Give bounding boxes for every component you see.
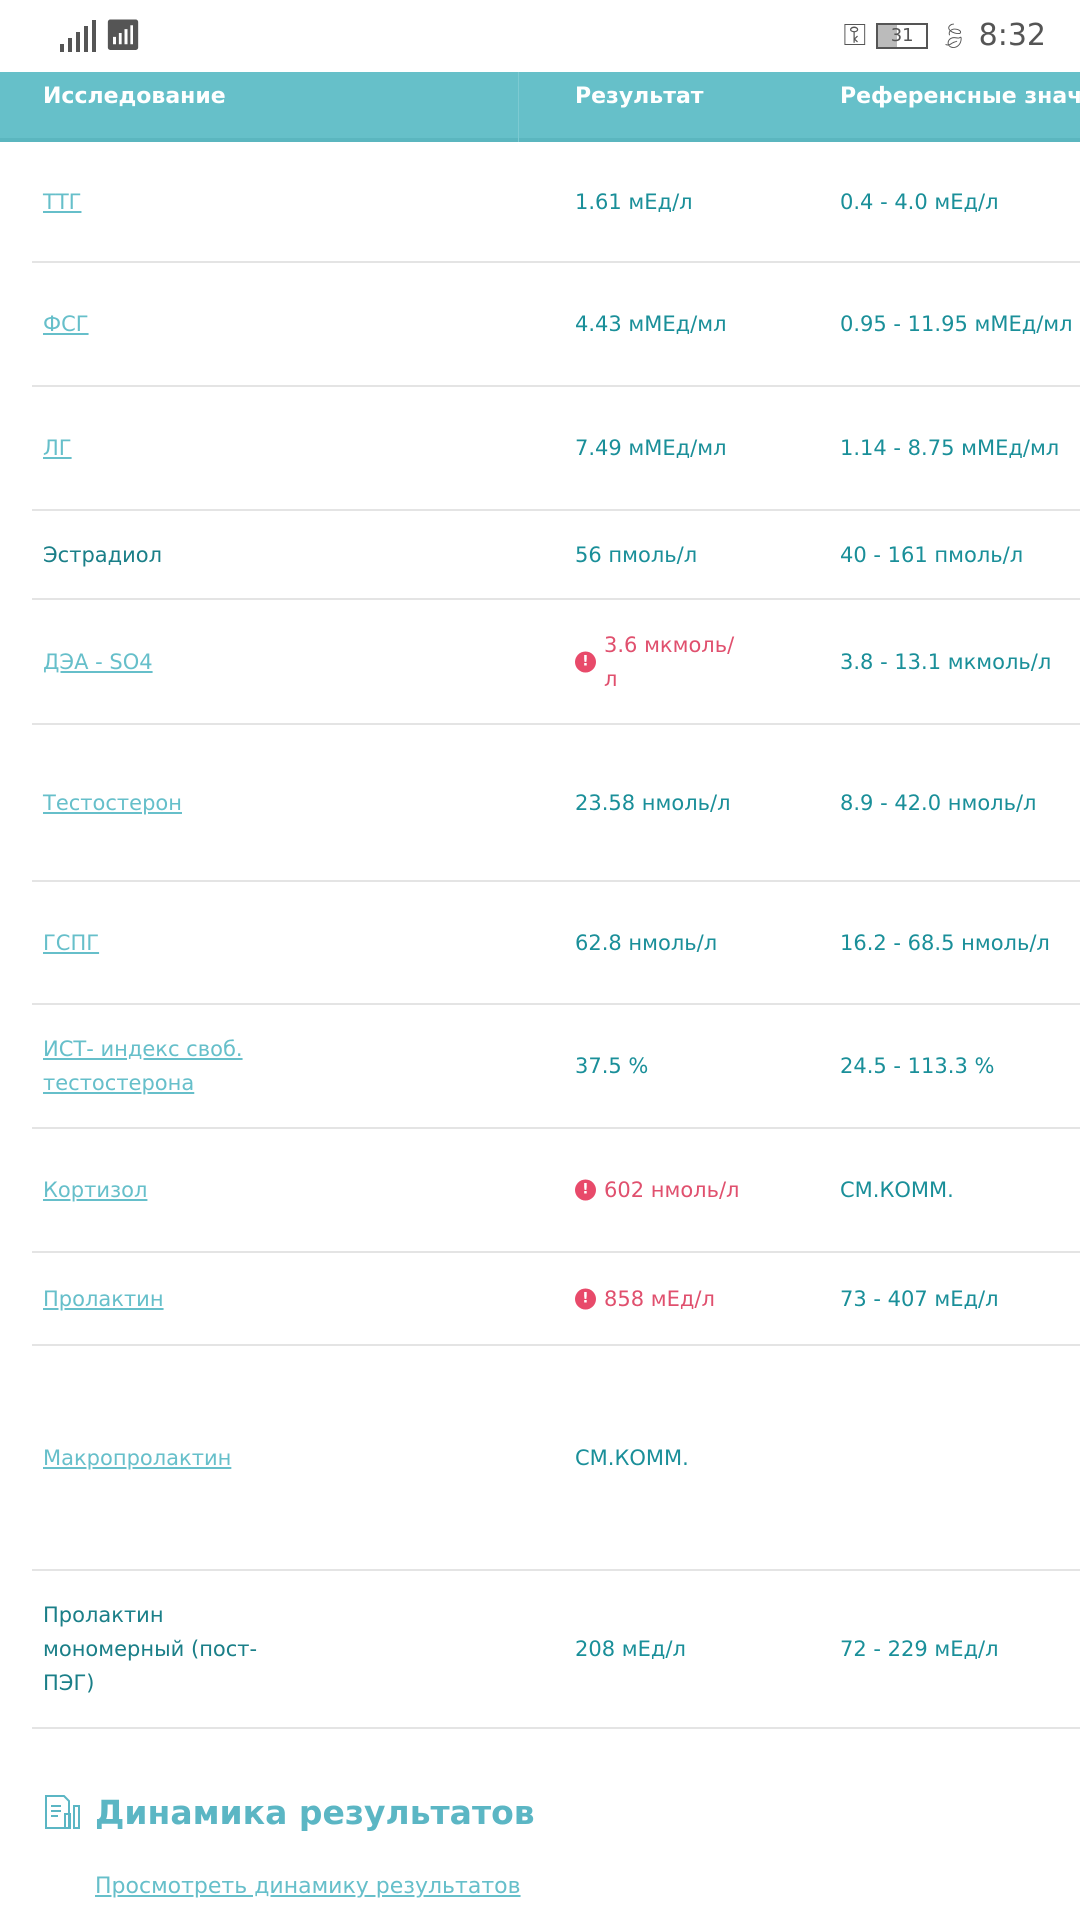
table-row: ДЭА - SO4! 3.6 мкмоль/л 3.8 - 13.1 мкмоль/… bbox=[32, 600, 1080, 725]
result-value: 4.43 мМЕд/мл bbox=[575, 307, 745, 341]
warning-icon: ! bbox=[575, 1288, 596, 1309]
reference-range: 0.4 - 4.0 мЕд/л bbox=[840, 189, 999, 214]
study-name[interactable]: Пролактин bbox=[43, 1286, 164, 1311]
view-dynamics-link[interactable]: Просмотреть динамику результатов bbox=[95, 1874, 521, 1899]
battery-level: 31 bbox=[890, 24, 914, 46]
result-value: 1.61 мЕд/л bbox=[575, 185, 745, 219]
result-value: СМ.КОММ. bbox=[575, 1441, 745, 1475]
warning-icon: ! bbox=[575, 651, 596, 672]
leaf-icon: 🍃︎ bbox=[938, 21, 969, 50]
table-row: ФСГ 4.43 мМЕд/мл 0.95 - 11.95 мМЕд/мл bbox=[32, 263, 1080, 387]
result-value: 56 пмоль/л bbox=[575, 538, 745, 572]
table-row: Эстрадиол 56 пмоль/л 40 - 161 пмоль/л bbox=[32, 511, 1080, 600]
result-text: 208 мЕд/л bbox=[575, 1637, 686, 1661]
result-text: 602 нмоль/л bbox=[604, 1178, 740, 1202]
study-name[interactable]: Макропролактин bbox=[43, 1445, 232, 1470]
result-value: 62.8 нмоль/л bbox=[575, 926, 745, 960]
study-name: Пролактин мономерный (пост-ПЭГ) bbox=[43, 1603, 258, 1695]
reference-range: 8.9 - 42.0 нмоль/л bbox=[840, 790, 1037, 815]
result-value: 208 мЕд/л bbox=[575, 1632, 745, 1666]
result-text: 858 мЕд/л bbox=[604, 1286, 715, 1311]
reference-range: 16.2 - 68.5 нмоль/л bbox=[840, 930, 1050, 955]
table-row: ИСТ- индекс своб. тестостерона 37.5 % 24.5… bbox=[32, 1005, 1080, 1129]
result-value: ! 858 мЕд/л bbox=[575, 1282, 745, 1316]
table-row: Пролактин! 858 мЕд/л 73 - 407 мЕд/л bbox=[32, 1253, 1080, 1346]
table-row: Пролактин мономерный (пост-ПЭГ) 208 мЕд/л… bbox=[32, 1571, 1080, 1729]
result-text: СМ.КОММ. bbox=[575, 1445, 689, 1470]
table-row: Кортизол! 602 нмоль/л СМ.КОММ. bbox=[32, 1129, 1080, 1253]
result-text: 7.49 мМЕд/мл bbox=[575, 436, 727, 460]
reference-range: 1.14 - 8.75 мМЕд/мл bbox=[840, 436, 1060, 460]
table-header: Исследование Результат Референсные знач bbox=[0, 72, 1080, 142]
reference-range: 73 - 407 мЕд/л bbox=[840, 1286, 999, 1311]
result-value: 37.5 % bbox=[575, 1049, 745, 1083]
study-name[interactable]: ФСГ bbox=[43, 312, 89, 336]
header-divider bbox=[518, 72, 519, 142]
study-name[interactable]: Тестостерон bbox=[43, 790, 182, 815]
report-chart-icon bbox=[45, 1795, 80, 1829]
dynamics-title: Динамика результатов bbox=[95, 1792, 535, 1832]
study-name[interactable]: Кортизол bbox=[43, 1178, 148, 1202]
study-name[interactable]: ТТГ bbox=[43, 189, 82, 214]
wifi-icon: 📶︎ bbox=[104, 18, 143, 53]
result-text: 1.61 мЕд/л bbox=[575, 189, 693, 214]
table-row: ЛГ 7.49 мМЕд/мл 1.14 - 8.75 мМЕд/мл bbox=[32, 387, 1080, 511]
reference-range: 0.95 - 11.95 мМЕд/мл bbox=[840, 312, 1073, 336]
result-text: 4.43 мМЕд/мл bbox=[575, 312, 727, 336]
reference-range: 40 - 161 пмоль/л bbox=[840, 542, 1024, 567]
reference-range: 24.5 - 113.3 % bbox=[840, 1054, 995, 1078]
dynamics-section: Динамика результатов bbox=[43, 1792, 535, 1832]
table-row: ГСПГ 62.8 нмоль/л 16.2 - 68.5 нмоль/л bbox=[32, 882, 1080, 1005]
status-bar: 📶︎ ⚿ 31 🍃︎ 8:32 bbox=[0, 0, 1080, 72]
table-row: Макропролактин СМ.КОММ. bbox=[32, 1346, 1080, 1571]
warning-icon: ! bbox=[575, 1179, 596, 1201]
study-name: Эстрадиол bbox=[43, 542, 163, 567]
result-text: 56 пмоль/л bbox=[575, 542, 698, 567]
table-row: ТТГ 1.61 мЕд/л 0.4 - 4.0 мЕд/л bbox=[32, 142, 1080, 263]
result-value: 23.58 нмоль/л bbox=[575, 786, 745, 820]
header-study: Исследование bbox=[43, 84, 226, 109]
study-name[interactable]: ГСПГ bbox=[43, 930, 100, 955]
clock: 8:32 bbox=[978, 18, 1046, 53]
reference-range: 72 - 229 мЕд/л bbox=[840, 1637, 999, 1661]
result-text: 3.6 мкмоль/л bbox=[604, 632, 735, 691]
result-text: 23.58 нмоль/л bbox=[575, 790, 731, 815]
result-text: 62.8 нмоль/л bbox=[575, 930, 718, 955]
header-result: Результат bbox=[575, 84, 704, 109]
study-name[interactable]: ДЭА - SO4 bbox=[43, 649, 153, 674]
reference-range: 3.8 - 13.1 мкмоль/л bbox=[840, 649, 1052, 674]
result-value: ! 602 нмоль/л bbox=[575, 1173, 745, 1207]
battery-icon: 31 bbox=[876, 22, 929, 49]
header-reference: Референсные знач bbox=[840, 84, 1080, 109]
study-name[interactable]: ЛГ bbox=[43, 436, 72, 460]
reference-range: СМ.КОММ. bbox=[840, 1178, 954, 1202]
study-name[interactable]: ИСТ- индекс своб. тестостерона bbox=[43, 1037, 243, 1095]
table-row: Тестостерон 23.58 нмоль/л 8.9 - 42.0 нмоль… bbox=[32, 725, 1080, 882]
result-value: 7.49 мМЕд/мл bbox=[575, 431, 745, 465]
signal-icon bbox=[60, 20, 96, 52]
vpn-key-icon: ⚿ bbox=[843, 18, 867, 53]
result-text: 37.5 % bbox=[575, 1054, 649, 1078]
result-value: ! 3.6 мкмоль/л bbox=[575, 628, 745, 696]
